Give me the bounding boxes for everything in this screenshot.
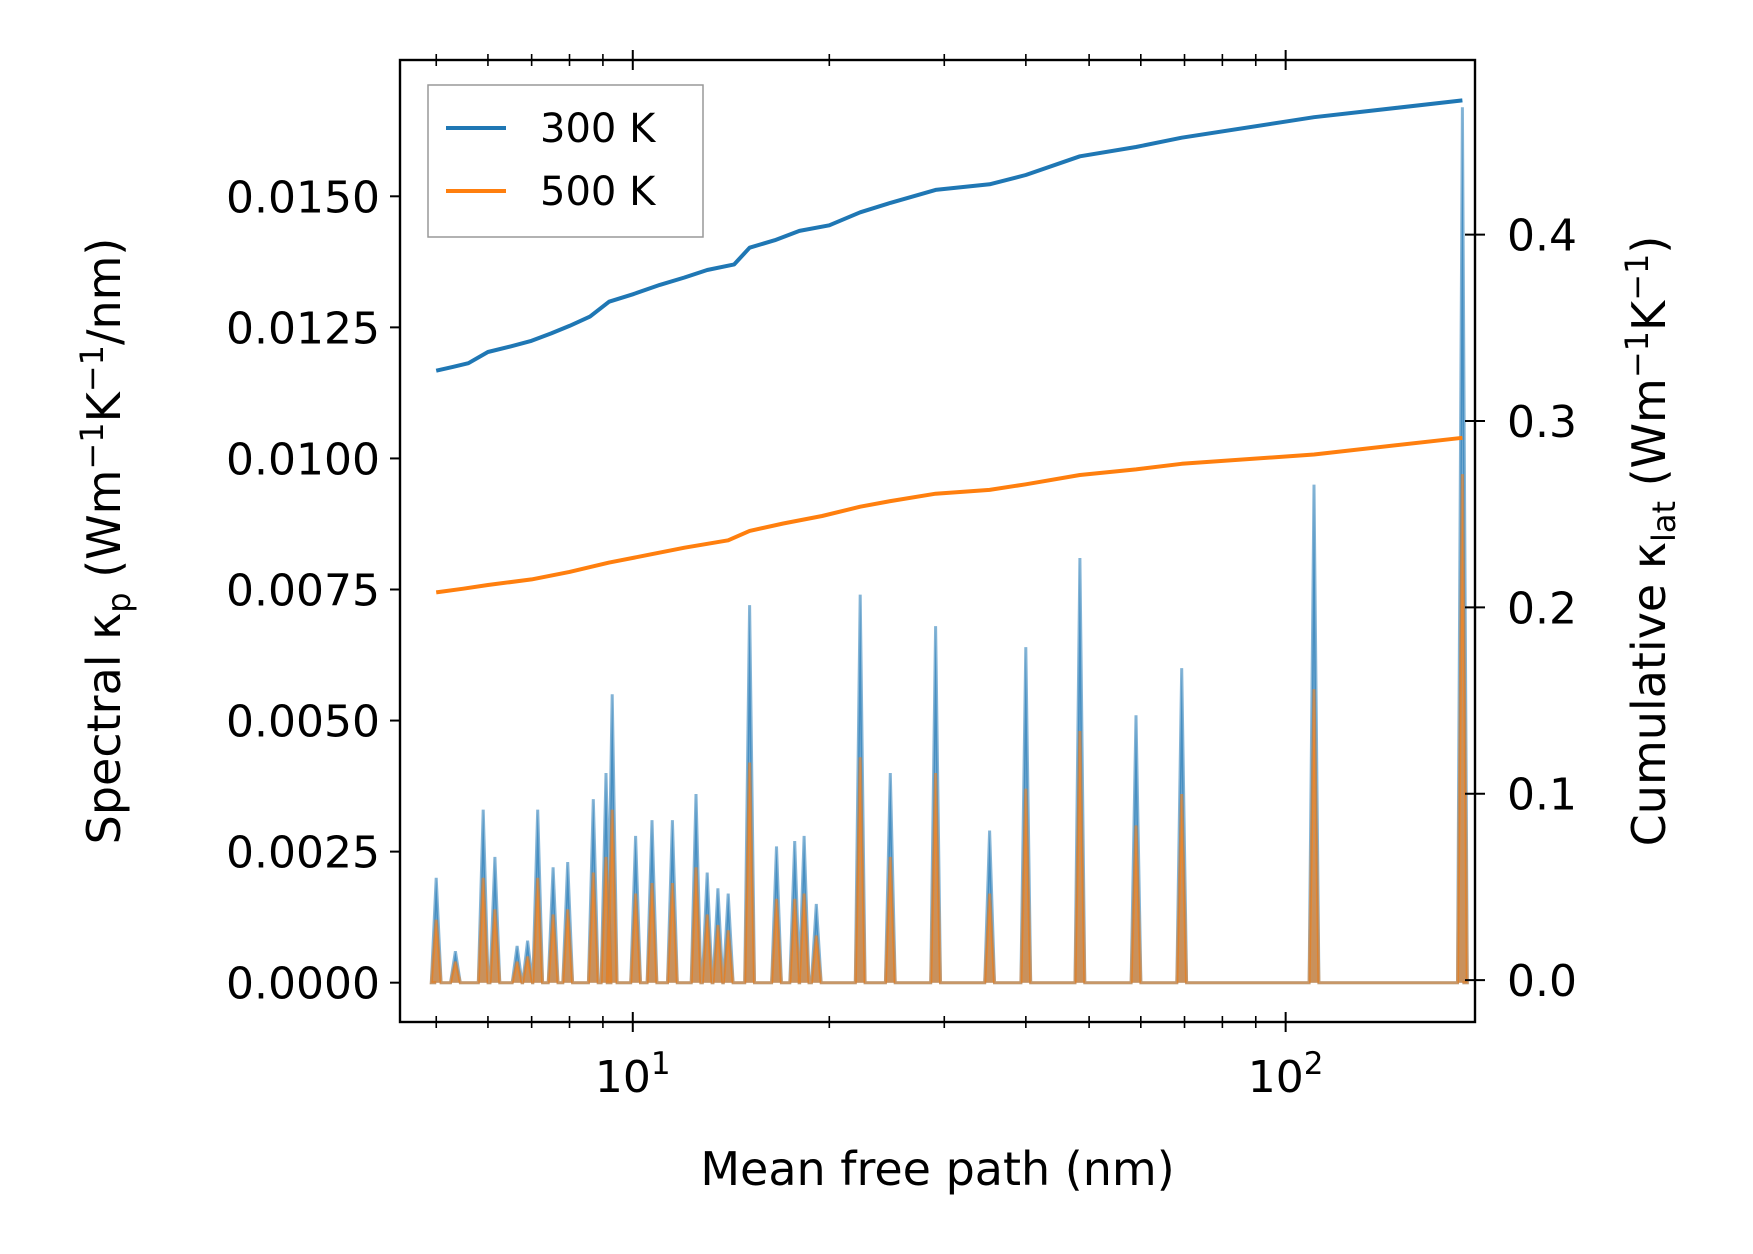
right-axis-label-sup2: −1 — [1618, 254, 1656, 301]
left-y-tick-label: 0.0150 — [226, 172, 380, 223]
legend-label-300k: 300 K — [540, 106, 657, 152]
left-axis-label: Spectral κp (Wm−1K−1/nm) — [73, 238, 138, 845]
left-y-tick-label: 0.0125 — [226, 303, 380, 354]
x-axis-label: Mean free path (nm) — [700, 1142, 1174, 1196]
left-y-tick-label: 0.0100 — [226, 434, 380, 485]
right-axis-label-k: K — [1622, 299, 1676, 331]
right-y-tick-label: 0.4 — [1507, 211, 1577, 262]
right-axis-label-main: Cumulative κ — [1622, 542, 1676, 846]
series-layer — [429, 98, 1469, 985]
left-axis-label-sup1: −1 — [73, 422, 111, 469]
cumulative-300k-line — [435, 98, 1463, 373]
right-axis-label-units-close: ) — [1622, 236, 1676, 254]
left-y-tick-label: 0.0050 — [226, 697, 380, 748]
right-y-tick-label: 0.1 — [1507, 770, 1577, 821]
right-y-tick-label: 0.3 — [1507, 397, 1577, 448]
ticks-layer: 0.00000.00250.00500.00750.01000.01250.01… — [226, 50, 1577, 1103]
left-axis-label-sup2: −1 — [73, 345, 111, 392]
right-y-tick-label: 0.2 — [1507, 583, 1577, 634]
x-tick-label: 101 — [595, 1046, 671, 1103]
left-y-tick-label: 0.0025 — [226, 828, 380, 879]
legend-label-500k: 500 K — [540, 169, 657, 215]
cumulative-500k-line — [435, 435, 1463, 595]
right-axis-label: Cumulative κlat (Wm−1K−1) — [1618, 236, 1683, 847]
left-y-tick-label: 0.0075 — [226, 565, 380, 616]
left-axis-label-k: K — [77, 390, 131, 422]
x-tick-label: 102 — [1248, 1046, 1324, 1103]
legend: 300 K 500 K — [427, 84, 704, 238]
spectral-500k-line — [429, 474, 1469, 985]
right-axis-label-units-open: (Wm — [1622, 378, 1676, 501]
left-axis-label-main: Spectral κ — [77, 613, 131, 845]
plot-frame — [398, 58, 1477, 1024]
left-axis-label-units-close: /nm) — [77, 238, 131, 345]
legend-box — [427, 84, 704, 238]
left-axis-label-sub: p — [100, 592, 138, 612]
right-axis-label-sup1: −1 — [1618, 331, 1656, 378]
right-axis-label-sub: lat — [1645, 501, 1683, 542]
right-y-tick-label: 0.0 — [1507, 956, 1577, 1007]
left-y-tick-label: 0.0000 — [226, 959, 380, 1010]
left-axis-label-units-open: (Wm — [77, 470, 131, 593]
